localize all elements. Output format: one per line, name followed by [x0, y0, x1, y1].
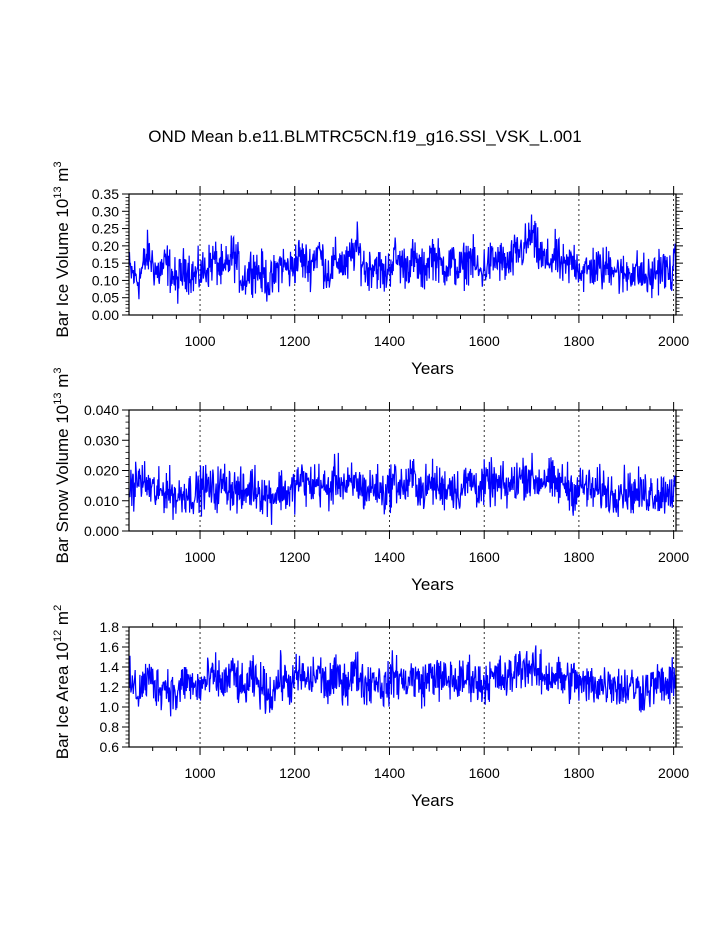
- x-tick-label: 1800: [563, 765, 594, 781]
- y-tick-label: 1.0: [100, 699, 120, 715]
- y-tick-label: 0.8: [100, 719, 120, 735]
- x-tick-label: 1400: [374, 333, 405, 349]
- y-axis-label: Bar Ice Area 1012 m2: [52, 605, 72, 759]
- plot-frame: [128, 409, 677, 532]
- y-tick-label: 0.6: [100, 739, 120, 755]
- y-axis-label-part: Bar Snow Volume 10: [53, 405, 72, 564]
- y-axis-label-part: 3: [52, 161, 64, 167]
- y-axis-label-part: 3: [52, 367, 64, 373]
- y-tick-label: 0.30: [92, 203, 119, 219]
- y-axis-label-part: 13: [52, 393, 64, 405]
- y-tick-label: 0.05: [92, 290, 119, 306]
- x-tick-label: 1600: [469, 549, 500, 565]
- chart-panel-2: 1000 1200 1400 1600 1800 2000 0.000 0.010 0.020 0…: [52, 367, 689, 594]
- series-line: [128, 214, 677, 304]
- x-tick-label: 1600: [469, 333, 500, 349]
- y-tick-label: 0.00: [92, 307, 119, 323]
- y-axis-label-part: 12: [52, 630, 64, 642]
- y-tick-label: 1.2: [100, 679, 120, 695]
- y-axis-label-part: Bar Ice Volume 10: [53, 199, 72, 338]
- y-axis-label-part: m: [53, 611, 72, 630]
- x-axis-label: Years: [411, 575, 454, 594]
- y-tick-label: 0.25: [92, 221, 119, 237]
- y-axis-label-part: Bar Ice Area 10: [53, 642, 72, 759]
- x-axis-label: Years: [411, 359, 454, 378]
- y-tick-label: 1.4: [100, 659, 120, 675]
- y-tick-label: 0.20: [92, 238, 119, 254]
- x-tick-label: 2000: [658, 333, 689, 349]
- y-axis-label-part: 2: [52, 605, 64, 611]
- x-axis-label: Years: [411, 791, 454, 810]
- y-tick-label: 0.10: [92, 272, 119, 288]
- x-tick-label: 1800: [563, 549, 594, 565]
- y-tick-label: 1.8: [100, 619, 120, 635]
- y-tick-label: 1.6: [100, 639, 120, 655]
- chart-panel-3: 1000 1200 1400 1600 1800 2000 0.6 0.8 1.0 1.2 1.4 1…: [52, 605, 689, 810]
- y-axis-label-part: m: [53, 168, 72, 187]
- chart-panel-1: 1000 1200 1400 1600 1800 2000 0.000.05 0.100.15…: [52, 161, 689, 378]
- x-tick-label: 1400: [374, 549, 405, 565]
- y-tick-label: 0.030: [84, 432, 119, 448]
- series-line: [128, 452, 677, 525]
- x-tick-label: 1200: [279, 333, 310, 349]
- x-tick-label: 1000: [184, 333, 215, 349]
- x-tick-label: 1400: [374, 765, 405, 781]
- x-tick-label: 1200: [279, 765, 310, 781]
- x-tick-label: 1000: [184, 765, 215, 781]
- plot-frame: [128, 193, 677, 316]
- y-tick-label: 0.010: [84, 493, 119, 509]
- x-tick-label: 1000: [184, 549, 215, 565]
- y-axis-label-part: m: [53, 374, 72, 393]
- x-tick-label: 2000: [658, 549, 689, 565]
- y-axis-label-part: 13: [52, 186, 64, 198]
- x-tick-label: 1200: [279, 549, 310, 565]
- x-tick-label: 2000: [658, 765, 689, 781]
- series-line: [128, 645, 677, 717]
- x-tick-label: 1800: [563, 333, 594, 349]
- y-axis-label: Bar Snow Volume 1013 m3: [52, 367, 72, 563]
- x-tick-label: 1600: [469, 765, 500, 781]
- y-tick-label: 0.15: [92, 255, 119, 271]
- page-title: OND Mean b.e11.BLMTRC5CN.f19_g16.SSI_VSK…: [148, 127, 581, 146]
- y-tick-label: 0.040: [84, 402, 119, 418]
- y-tick-label: 0.020: [84, 463, 119, 479]
- y-tick-label: 0.35: [92, 186, 119, 202]
- y-tick-label: 0.000: [84, 523, 119, 539]
- y-axis-label: Bar Ice Volume 1013 m3: [52, 161, 72, 337]
